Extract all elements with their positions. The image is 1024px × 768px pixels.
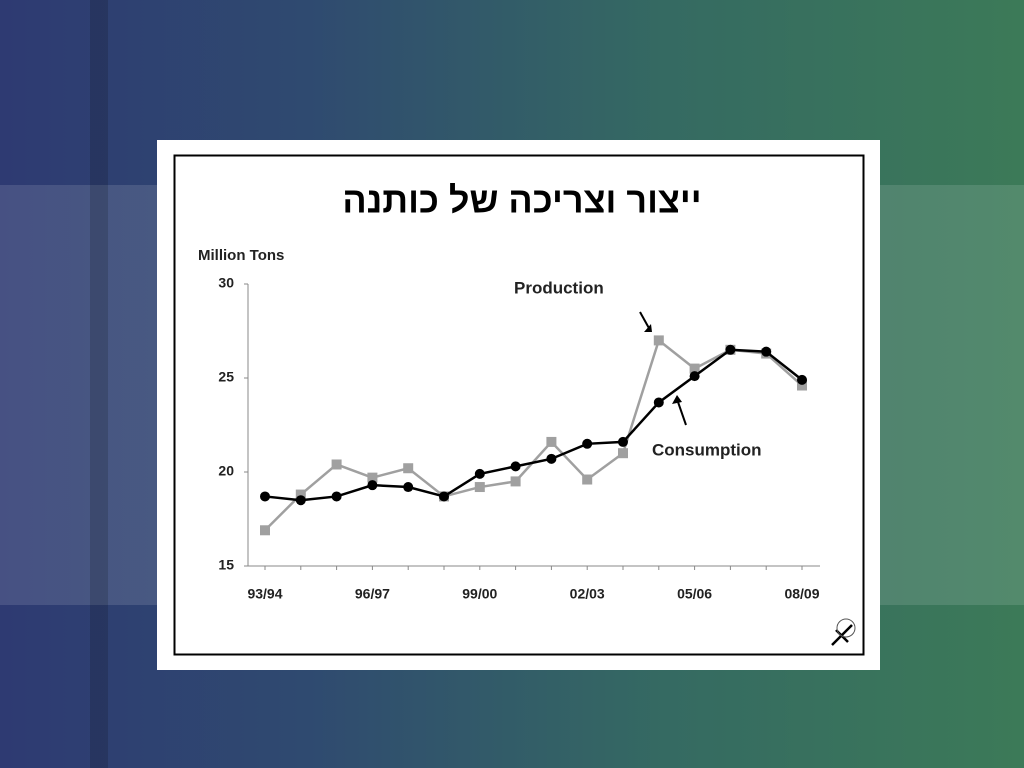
- marker: [367, 472, 378, 483]
- marker: [653, 335, 664, 346]
- marker: [331, 491, 342, 502]
- marker: [546, 436, 557, 447]
- marker: [403, 463, 414, 474]
- x-tick-label: 99/00: [462, 586, 497, 602]
- marker: [260, 491, 270, 502]
- marker: [797, 374, 807, 385]
- x-tick-label: 08/09: [784, 586, 819, 602]
- background-stripe: [90, 0, 108, 768]
- marker: [582, 474, 593, 485]
- slide-panel: [157, 140, 880, 670]
- marker: [295, 495, 306, 506]
- annotation: Consumption: [652, 440, 762, 459]
- y-tick-label: 30: [218, 275, 234, 291]
- marker: [689, 371, 700, 382]
- series-line: [264, 348, 803, 502]
- marker: [582, 438, 593, 449]
- chart-frame: [173, 154, 865, 656]
- arrow: [639, 311, 651, 331]
- chart-title: ייצור וצריכה של כותנה: [342, 180, 701, 221]
- marker: [260, 525, 270, 536]
- arrow-head: [644, 324, 652, 332]
- marker: [618, 436, 628, 447]
- arrow-head: [672, 395, 682, 404]
- marker: [295, 489, 306, 500]
- marker: [474, 482, 485, 493]
- y-axis-label: Million Tons: [198, 247, 284, 264]
- x-tick-label: 96/97: [355, 586, 390, 602]
- marker: [618, 448, 628, 459]
- y-tick-label: 25: [218, 369, 234, 385]
- marker: [689, 363, 700, 374]
- marker: [331, 459, 342, 470]
- marker: [439, 491, 449, 502]
- arrow: [677, 401, 687, 426]
- marker: [546, 453, 557, 464]
- marker: [367, 480, 378, 491]
- marker: [761, 346, 772, 357]
- y-tick-label: 20: [218, 463, 234, 479]
- annotation: Production: [514, 278, 604, 297]
- marker: [653, 397, 664, 408]
- marker: [403, 482, 414, 493]
- marker: [797, 380, 807, 391]
- y-tick-label: 15: [218, 557, 234, 573]
- x-tick-label: 02/03: [570, 586, 605, 602]
- marker: [510, 476, 521, 487]
- marker: [725, 344, 736, 355]
- x-tick-label: 05/06: [677, 586, 712, 602]
- marker: [510, 461, 521, 472]
- x-tick-label: 93/94: [247, 586, 282, 602]
- logo: [831, 618, 856, 646]
- marker: [474, 468, 485, 479]
